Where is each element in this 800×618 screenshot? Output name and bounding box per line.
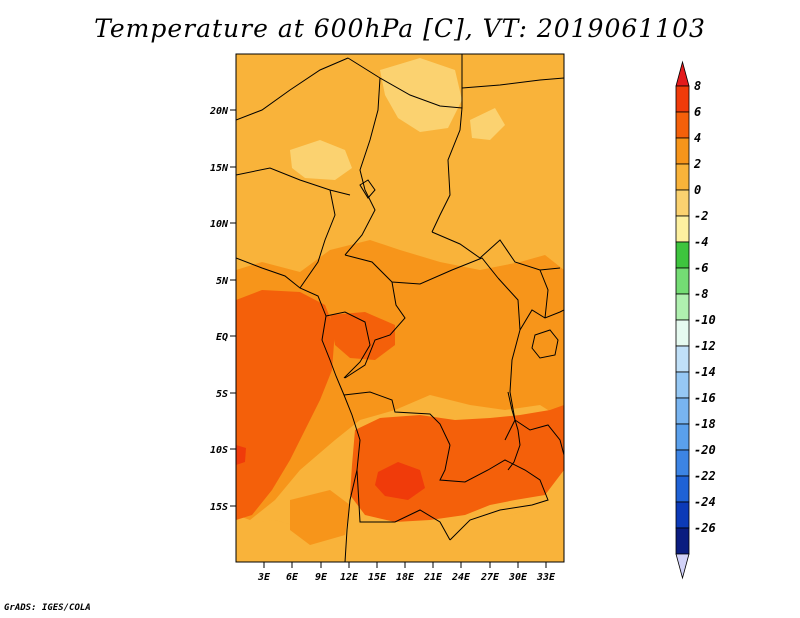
border-car [344,254,499,285]
colorbar-swatch [675,137,690,165]
lon-axis: 3E 6E 9E 12E 15E 18E 21E 24E 27E 30E 33E [257,562,556,583]
colorbar-label: 6 [694,105,701,119]
lat-tick-label: 20N [209,106,229,117]
lat-tick-label: 5N [216,276,229,287]
border-angola-north [343,391,451,446]
lon-tick-label: 24E [451,572,471,583]
field-cool-chad [290,140,352,180]
lat-tick-label: 10S [210,445,228,456]
borders [236,54,564,562]
border-angola-south [356,469,451,541]
field-veryhot-west [236,445,246,465]
border-drc-north [344,281,406,379]
colorbar-swatch [675,215,690,243]
border-niger-chad [236,57,349,121]
field-hot-west-coast [236,290,335,520]
border-nigeria [236,167,351,289]
lon-tick-label: 27E [480,572,500,583]
colorbar-swatch [675,449,690,477]
colorbar-swatch [675,85,690,113]
lat-tick-label: 5S [216,389,228,400]
lat-tick-label: 15S [210,502,228,513]
colorbar-label: -26 [694,521,716,535]
field-mild-south [236,500,564,562]
colorbar-label: -20 [694,443,716,457]
lon-tick-label: 12E [340,572,359,583]
lat-tick-label: 10N [210,219,229,230]
border-sudan-chad [431,107,463,233]
lon-tick-label: 30E [508,572,528,583]
lon-tick-label: 6E [286,572,299,583]
field-warm-south [290,490,350,545]
colorbar-label: -22 [694,469,716,483]
colorbar-label: -8 [694,287,708,301]
colorbar-label: -2 [694,209,708,223]
colorbar-label: -10 [694,313,716,327]
field-cool-east [470,108,505,140]
colorbar-swatch [675,111,690,139]
colorbar-label: -24 [694,495,716,509]
lon-tick-label: 18E [396,572,415,583]
colorbar-top-arrow [675,60,690,87]
field-cool-sahara [380,58,462,132]
border-libya-egypt [461,77,564,89]
colorbar-swatch [675,397,690,425]
border-chad-west [344,77,381,256]
lon-tick-label: 15E [368,572,387,583]
colorbar-label: 2 [693,157,701,171]
lake-chad [359,179,376,199]
border-tanzania [514,419,564,456]
border-zambia [439,444,549,541]
lat-axis: 20N 15N 10N 5N EQ 5S 10S 15S [209,106,236,513]
colorbar-label: -18 [694,417,716,431]
grads-credit: GrADS: IGES/COLA [4,603,91,613]
colorbar-swatch [675,501,690,529]
colorbar-swatch [675,241,690,269]
colorbar-label: -12 [694,339,716,353]
lon-tick-label: 21E [423,572,443,583]
lake-tanganyika [507,391,521,471]
colorbar-swatch [675,189,690,217]
lat-tick-label: 15N [210,163,229,174]
colorbar-label: 8 [694,79,701,93]
lake-victoria [531,329,559,359]
lon-tick-label: 9E [315,572,328,583]
lon-tick-label: 3E [257,572,271,583]
colorbar-swatch [675,319,690,347]
colorbar-label: -16 [694,391,716,405]
colorbar-swatch [675,475,690,503]
map-title: Temperature at 600hPa [C], VT: 201906110… [94,14,706,43]
colorbar-swatch [675,371,690,399]
coastline-west [236,257,361,562]
colorbar-swatch [675,267,690,295]
colorbar-label: -6 [694,261,708,275]
colorbar-swatch [675,163,690,191]
lat-tick-label: EQ [216,332,228,343]
temperature-field [236,54,564,562]
colorbar-label: -14 [694,365,716,379]
colorbar-label: 4 [694,131,701,145]
field-veryhot-angola [375,462,425,500]
colorbar-label: 0 [694,183,701,197]
colorbar-swatch [675,345,690,373]
border-east-africa [519,269,564,331]
colorbar-swatch [675,423,690,451]
border-chad-libya [347,54,463,109]
colorbar-swatch [675,527,690,555]
field-hot-congo-north [330,312,395,360]
colorbar-swatch [675,293,690,321]
lon-tick-label: 33E [536,572,556,583]
map-frame [235,53,565,563]
colorbar-label: -4 [694,235,708,249]
colorbar-bottom-arrow [675,553,690,580]
colorbar: 8 6 4 2 0 -2 -4 -6 -8 -10 -12 -14 -16 -18 -20 -22 -24 -26 [675,60,716,580]
border-congo-gabon [325,311,371,379]
